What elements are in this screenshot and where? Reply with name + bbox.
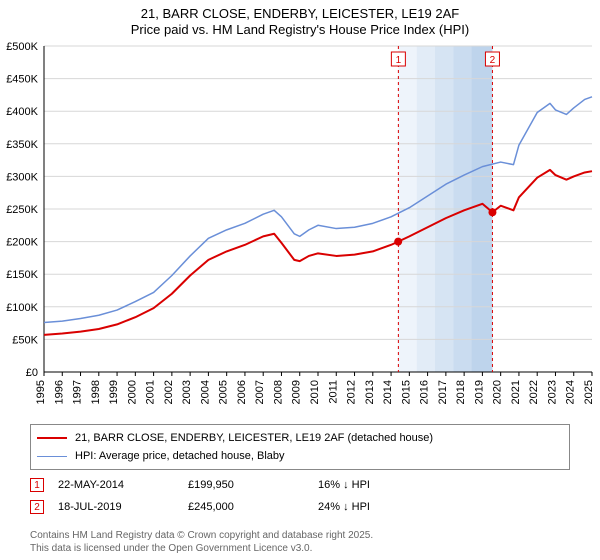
legend-series-box: 21, BARR CLOSE, ENDERBY, LEICESTER, LE19… xyxy=(30,424,570,470)
svg-text:£250K: £250K xyxy=(6,204,38,216)
legend-label: 21, BARR CLOSE, ENDERBY, LEICESTER, LE19… xyxy=(75,432,433,444)
footer-line-2: This data is licensed under the Open Gov… xyxy=(30,543,373,556)
legend: 21, BARR CLOSE, ENDERBY, LEICESTER, LE19… xyxy=(30,424,570,514)
svg-text:2006: 2006 xyxy=(236,380,248,404)
title-subtitle: Price paid vs. HM Land Registry's House … xyxy=(0,22,600,38)
svg-text:£400K: £400K xyxy=(6,106,38,118)
svg-text:£500K: £500K xyxy=(6,42,38,53)
chart-area: £0 £50K £100K £150K £200K £250K £300K £350K £400… xyxy=(0,42,600,420)
legend-swatch xyxy=(37,437,67,439)
title-block: 21, BARR CLOSE, ENDERBY, LEICESTER, LE19… xyxy=(0,0,600,39)
svg-text:2020: 2020 xyxy=(492,380,504,404)
svg-text:2008: 2008 xyxy=(272,380,284,404)
svg-text:2019: 2019 xyxy=(473,380,485,404)
legend-label: HPI: Average price, detached house, Blab… xyxy=(75,450,285,462)
svg-text:£50K: £50K xyxy=(12,334,38,346)
sale-delta: 16% ↓ HPI xyxy=(318,479,370,491)
svg-text:1997: 1997 xyxy=(72,380,84,404)
svg-text:2018: 2018 xyxy=(455,380,467,404)
svg-text:2001: 2001 xyxy=(145,380,157,404)
svg-text:2015: 2015 xyxy=(400,380,412,404)
svg-text:1998: 1998 xyxy=(90,380,102,404)
title-address: 21, BARR CLOSE, ENDERBY, LEICESTER, LE19… xyxy=(0,6,600,22)
svg-text:2024: 2024 xyxy=(565,380,577,404)
svg-text:2: 2 xyxy=(490,55,496,66)
svg-text:2004: 2004 xyxy=(199,380,211,404)
sale-price: £245,000 xyxy=(188,501,318,513)
svg-text:1999: 1999 xyxy=(108,380,120,404)
sale-marker: 2 xyxy=(30,500,44,514)
svg-text:2012: 2012 xyxy=(346,380,358,404)
svg-text:2000: 2000 xyxy=(126,380,138,404)
sale-date: 22-MAY-2014 xyxy=(58,479,188,491)
svg-text:£0: £0 xyxy=(26,367,38,379)
svg-text:1: 1 xyxy=(396,55,402,66)
svg-text:2014: 2014 xyxy=(382,380,394,404)
legend-swatch xyxy=(37,456,67,457)
svg-text:2002: 2002 xyxy=(163,380,175,404)
legend-series-row: HPI: Average price, detached house, Blab… xyxy=(37,447,563,465)
svg-text:£100K: £100K xyxy=(6,302,38,314)
svg-text:2007: 2007 xyxy=(254,380,266,404)
sale-row: 2 18-JUL-2019£245,00024% ↓ HPI xyxy=(30,500,570,514)
svg-text:2022: 2022 xyxy=(528,380,540,404)
svg-text:2025: 2025 xyxy=(583,380,595,404)
chart-container: 21, BARR CLOSE, ENDERBY, LEICESTER, LE19… xyxy=(0,0,600,560)
svg-text:2010: 2010 xyxy=(309,380,321,404)
svg-text:1996: 1996 xyxy=(53,380,65,404)
svg-text:£350K: £350K xyxy=(6,139,38,151)
svg-text:2013: 2013 xyxy=(364,380,376,404)
sale-marker: 1 xyxy=(30,478,44,492)
footer-attribution: Contains HM Land Registry data © Crown c… xyxy=(30,530,373,555)
footer-line-1: Contains HM Land Registry data © Crown c… xyxy=(30,530,373,543)
svg-text:2017: 2017 xyxy=(437,380,449,404)
sale-date: 18-JUL-2019 xyxy=(58,501,188,513)
sale-row: 1 22-MAY-2014£199,95016% ↓ HPI xyxy=(30,478,570,492)
svg-text:2003: 2003 xyxy=(181,380,193,404)
svg-text:£200K: £200K xyxy=(6,237,38,249)
svg-text:£150K: £150K xyxy=(6,269,38,281)
svg-text:2005: 2005 xyxy=(218,380,230,404)
svg-text:£450K: £450K xyxy=(6,74,38,86)
svg-text:2021: 2021 xyxy=(510,380,522,404)
legend-series-row: 21, BARR CLOSE, ENDERBY, LEICESTER, LE19… xyxy=(37,429,563,447)
sale-delta: 24% ↓ HPI xyxy=(318,501,370,513)
sale-price: £199,950 xyxy=(188,479,318,491)
svg-text:2011: 2011 xyxy=(327,380,339,404)
svg-text:2023: 2023 xyxy=(546,380,558,404)
legend-sales: 1 22-MAY-2014£199,95016% ↓ HPI 2 18-JUL-201… xyxy=(30,478,570,514)
svg-text:£300K: £300K xyxy=(6,171,38,183)
line-chart: £0 £50K £100K £150K £200K £250K £300K £350K £400… xyxy=(0,42,600,420)
svg-text:1995: 1995 xyxy=(35,380,47,404)
svg-text:2009: 2009 xyxy=(291,380,303,404)
svg-text:2016: 2016 xyxy=(419,380,431,404)
